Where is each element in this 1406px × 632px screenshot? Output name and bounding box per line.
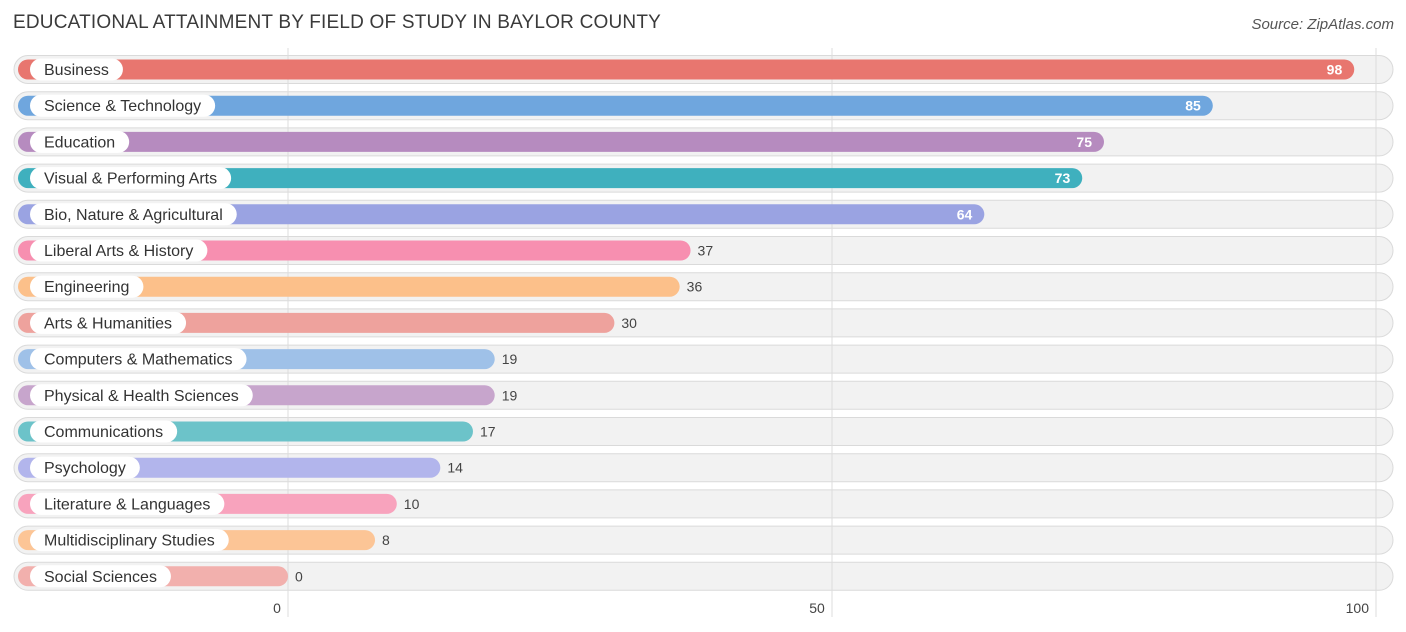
category-label-pill [30,384,253,407]
data-label: 19 [502,351,518,367]
data-label: 8 [382,532,390,548]
category-label-pill [30,492,225,515]
data-label: 30 [621,315,637,331]
data-label: 0 [295,568,303,584]
category-label: Psychology [44,460,126,477]
category-label: Business [44,62,109,79]
category-label: Education [44,134,115,151]
data-label: 36 [687,279,703,295]
source-credit: Source: ZipAtlas.com [1251,16,1394,33]
x-tick-label: 0 [273,600,281,616]
category-label-pill [30,203,237,226]
category-label: Arts & Humanities [44,315,172,332]
data-label: 85 [1185,98,1201,114]
bar [18,59,1355,80]
category-label: Bio, Nature & Agricultural [44,207,223,224]
data-label: 98 [1327,62,1343,78]
category-label: Physical & Health Sciences [44,388,239,405]
category-label-pill [30,130,130,153]
row-background [13,561,1394,591]
bar [18,204,985,225]
data-label: 17 [480,424,496,440]
data-label: 64 [957,206,973,222]
category-label-pill [30,167,232,190]
data-label: 19 [502,387,518,403]
category-label-pill [30,456,140,479]
bars: Business 98 Science & Technology 85 Educatio… [18,58,1355,588]
data-label: 75 [1076,134,1092,150]
category-label-pill [30,275,144,298]
category-label: Computers & Mathematics [44,352,233,369]
category-label-pill [30,529,229,552]
x-tick-label: 50 [809,600,825,616]
category-label: Engineering [44,279,129,296]
category-label: Communications [44,424,163,441]
data-label: 73 [1055,170,1071,186]
category-label: Literature & Languages [44,496,210,513]
bar [18,276,680,297]
category-label: Multidisciplinary Studies [44,533,215,550]
category-label-pill [30,420,178,443]
x-axis-ticks: 0 50 100 [273,600,1369,616]
category-label-pill [30,239,208,262]
bar [18,95,1213,116]
x-tick-label: 100 [1346,600,1370,616]
category-label: Liberal Arts & History [44,243,193,260]
bar [18,168,1083,189]
category-label-pill [30,94,216,117]
category-label-pill [30,565,171,588]
category-label-pill [30,311,187,334]
category-label: Science & Technology [44,98,201,115]
category-label-pill [30,58,123,81]
data-label: 14 [447,460,463,476]
category-label: Social Sciences [44,569,157,586]
category-label: Visual & Performing Arts [44,171,217,188]
bar [18,131,1104,152]
category-label-pill [30,348,247,371]
chart-title: EDUCATIONAL ATTAINMENT BY FIELD OF STUDY… [13,12,662,33]
data-label: 10 [404,496,420,512]
data-label: 37 [698,243,714,259]
